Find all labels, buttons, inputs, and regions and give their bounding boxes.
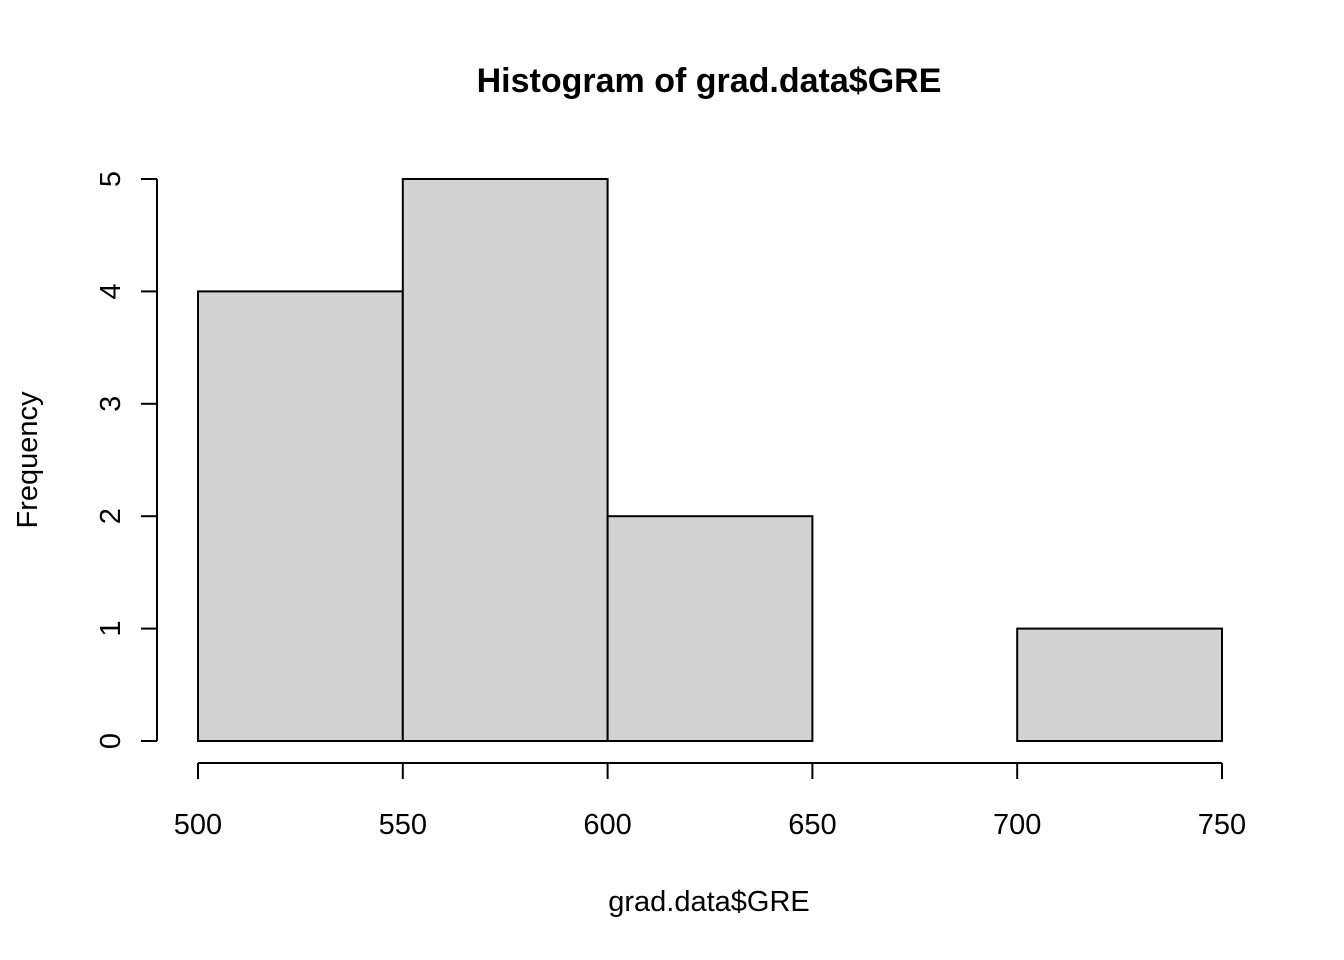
y-axis: 0 1 2 3 4 5	[95, 171, 158, 749]
x-tick-label: 550	[379, 809, 427, 841]
x-tick-label: 500	[174, 809, 222, 841]
x-axis: 500 550 600 650 700 750	[174, 762, 1246, 841]
y-tick-label: 3	[95, 396, 127, 412]
histogram-bar-500-550	[197, 290, 404, 742]
x-tick-label: 750	[1198, 809, 1246, 841]
y-axis-label: Frequency	[12, 391, 44, 529]
y-tick-label: 5	[95, 171, 127, 187]
histogram-bar-600-650	[606, 515, 814, 743]
x-tick-label: 700	[993, 809, 1041, 841]
histogram-bars	[197, 178, 1224, 743]
histogram-bar-700-750	[1016, 627, 1224, 742]
x-tick-label: 600	[583, 809, 631, 841]
y-tick-label: 2	[95, 508, 127, 524]
y-tick-label: 4	[95, 283, 127, 299]
y-tick-label: 0	[95, 733, 127, 749]
x-tick-label: 650	[788, 809, 836, 841]
chart-title: Histogram of grad.data$GRE	[477, 62, 942, 100]
histogram-bar-550-600	[401, 178, 609, 742]
x-axis-label: grad.data$GRE	[608, 886, 810, 918]
y-tick-label: 1	[95, 621, 127, 637]
